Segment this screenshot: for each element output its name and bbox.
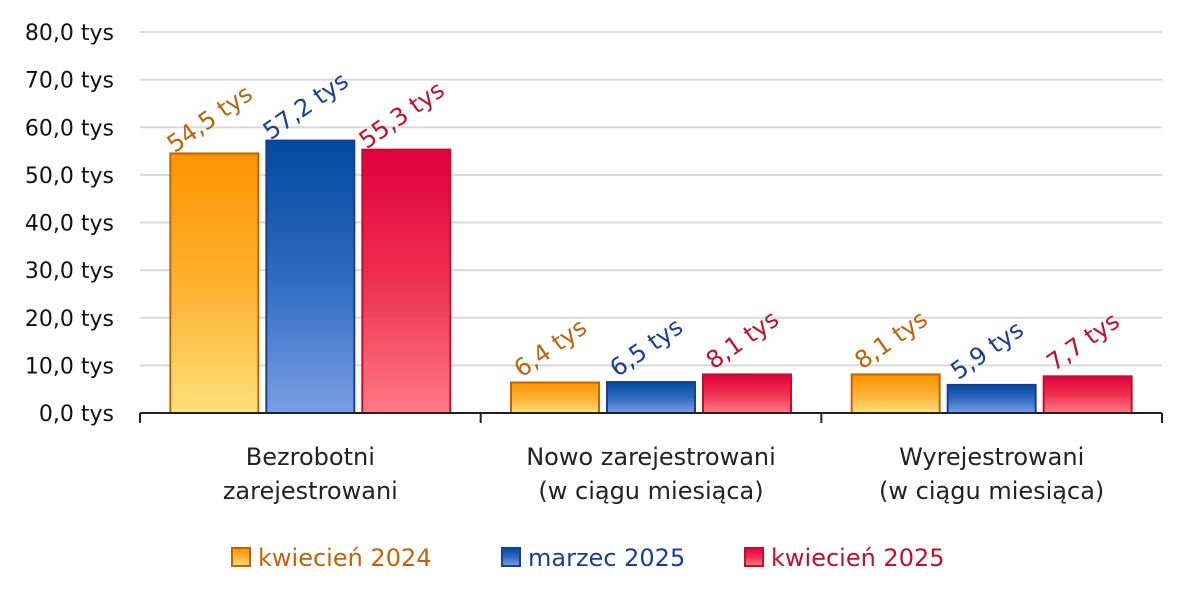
bars: 54,5 tys 6,4 tys 8,1 tys 57,2 tys 6,5 tys 5,9… xyxy=(162,67,1133,415)
data-label: 57,2 tys xyxy=(258,67,354,146)
data-label: 8,1 tys xyxy=(849,305,932,375)
y-tick-label: 0,0 tys xyxy=(39,402,114,427)
legend-swatch xyxy=(501,547,521,567)
category-label-line: zarejestrowani xyxy=(223,477,398,505)
y-tick-label: 60,0 tys xyxy=(25,116,114,141)
category-label-line: (w ciągu miesiąca) xyxy=(538,477,763,505)
y-tick-label: 20,0 tys xyxy=(25,307,114,332)
category-label-line: (w ciągu miesiąca) xyxy=(879,477,1104,505)
data-label: 5,9 tys xyxy=(945,315,1028,385)
bar xyxy=(1042,375,1133,414)
legend-swatch xyxy=(744,547,764,567)
y-tick-label: 30,0 tys xyxy=(25,259,114,284)
data-label: 8,1 tys xyxy=(701,305,784,375)
y-tick-label: 50,0 tys xyxy=(25,164,114,189)
category-label: Bezrobotni zarejestrowani xyxy=(223,443,398,505)
legend-label: kwiecień 2025 xyxy=(771,544,945,572)
bar xyxy=(850,373,941,414)
legend-label: marzec 2025 xyxy=(528,544,685,572)
y-axis: 0,0 tys 10,0 tys 20,0 tys 30,0 tys 40,0 tys 5… xyxy=(25,21,114,427)
bar xyxy=(946,383,1037,414)
category-label: Nowo zarejestrowani (w ciągu miesiąca) xyxy=(526,443,776,505)
category-label: Wyrejestrowani (w ciągu miesiąca) xyxy=(879,443,1104,505)
category-label-line: Nowo zarejestrowani xyxy=(526,443,776,471)
y-tick-label: 80,0 tys xyxy=(25,21,114,46)
data-label: 55,3 tys xyxy=(354,76,450,155)
category-label-line: Bezrobotni xyxy=(246,443,375,471)
category-label-line: Wyrejestrowani xyxy=(899,443,1084,471)
bar xyxy=(265,139,356,415)
bar xyxy=(169,152,260,414)
bar xyxy=(702,373,792,414)
y-tick-label: 70,0 tys xyxy=(25,69,114,94)
bar xyxy=(510,381,600,414)
y-tick-label: 40,0 tys xyxy=(25,212,114,237)
legend-swatch xyxy=(231,547,251,567)
data-label: 54,5 tys xyxy=(162,80,258,159)
data-label: 6,4 tys xyxy=(509,313,592,383)
x-axis: Bezrobotni zarejestrowani Nowo zarejestrow… xyxy=(139,412,1163,505)
bar xyxy=(361,148,452,414)
data-label: 6,5 tys xyxy=(605,313,688,383)
legend-label: kwiecień 2024 xyxy=(258,544,432,572)
y-tick-label: 10,0 tys xyxy=(25,354,114,379)
bar xyxy=(606,381,696,415)
legend: kwiecień 2024 marzec 2025 kwiecień 2025 xyxy=(231,544,945,572)
